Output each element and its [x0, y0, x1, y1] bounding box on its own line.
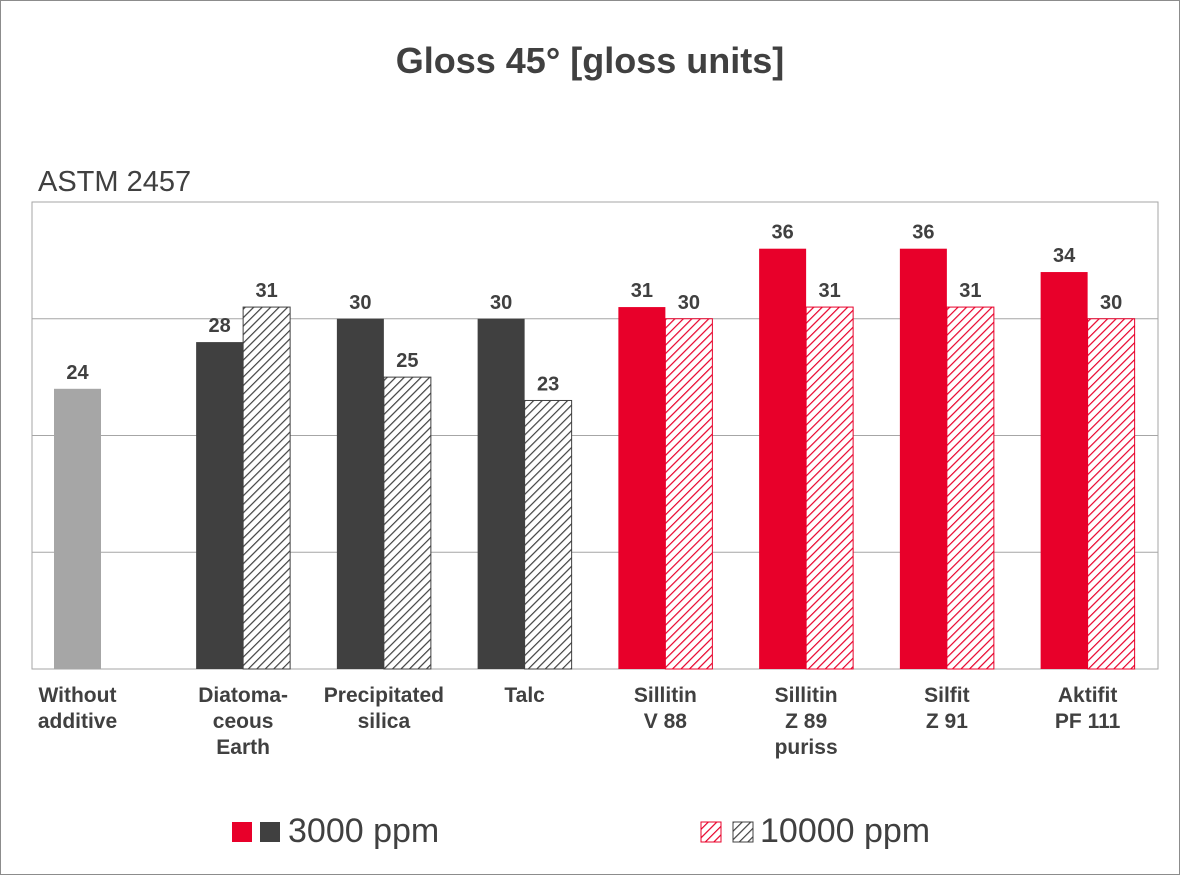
category-label-line: Without: [38, 684, 117, 707]
category-label: Without additive: [3, 683, 153, 735]
chart-subtitle: ASTM 2457: [38, 166, 192, 198]
category-label: Sillitin V 88: [590, 683, 740, 735]
bar-3000ppm: [336, 318, 384, 669]
data-label: 24: [66, 362, 89, 384]
category-label-line: silica: [357, 710, 411, 733]
data-label: 34: [1053, 245, 1076, 267]
category-label-line: Aktifit: [1057, 684, 1118, 707]
data-label: 30: [349, 292, 371, 314]
data-label: 36: [772, 222, 794, 244]
data-label: 30: [1100, 292, 1122, 314]
bar-10000ppm: [524, 399, 573, 670]
data-label: 31: [819, 280, 841, 302]
data-label: 30: [490, 292, 512, 314]
category-label-line: Silfit: [924, 684, 970, 707]
chart-title: Gloss 45° [gloss units]: [395, 40, 785, 81]
legend-swatch-red-solid: [232, 821, 252, 842]
category-label-line: Earth: [216, 736, 270, 759]
bar-10000ppm: [242, 306, 291, 670]
data-label: 28: [209, 315, 231, 337]
category-label: Aktifit PF 111: [1013, 683, 1163, 735]
bar-3000ppm: [1040, 272, 1088, 669]
category-label: Diatoma-ceous Earth: [168, 683, 318, 761]
category-label-line: Precipitated: [323, 684, 444, 707]
legend-label-3000: 3000 ppm: [288, 812, 440, 850]
bar-3000ppm: [759, 248, 807, 669]
category-label-line: ceous: [212, 710, 274, 733]
category-label-line: Z 89: [785, 710, 828, 733]
category-label-line: Sillitin: [633, 684, 697, 707]
data-label: 25: [396, 350, 418, 372]
bars: [54, 248, 1136, 670]
bar-3000ppm: [618, 307, 666, 669]
bar-3000ppm: [899, 248, 947, 669]
legend-swatch-dark-solid: [260, 821, 280, 842]
data-label: 30: [678, 292, 700, 314]
legend-entry-10000: 10000 ppm: [700, 812, 930, 851]
category-label-line: Diatoma-: [198, 684, 289, 707]
value-labels: 24 28 31 30 25 30 23 31 30 36 31 36 31 34 30: [66, 222, 1122, 396]
category-label: Sillitin Z 89 puriss: [731, 683, 881, 761]
bar-10000ppm: [664, 318, 713, 670]
category-label-line: additive: [37, 710, 118, 733]
bar-3000ppm: [477, 318, 525, 669]
bar-10000ppm: [805, 306, 854, 670]
category-label-line: V 88: [643, 710, 687, 733]
legend-entry-3000: 3000 ppm: [232, 812, 439, 851]
category-label: Silfit Z 91: [872, 683, 1022, 735]
category-label: Talc: [450, 683, 600, 709]
category-label-line: Talc: [504, 684, 545, 707]
data-label: 31: [959, 280, 981, 302]
data-label: 31: [256, 280, 278, 302]
legend-swatch-hatched: [700, 821, 754, 842]
plot-area: [31, 201, 1159, 670]
category-label-line: Z 91: [925, 710, 968, 733]
legend-label-10000: 10000 ppm: [760, 812, 931, 850]
bar-3000ppm: [196, 342, 244, 669]
data-label: 36: [912, 222, 934, 244]
bar-10000ppm: [1087, 318, 1136, 670]
bar-10000ppm: [383, 376, 432, 670]
category-label-line: puriss: [774, 736, 838, 759]
category-label-line: PF 111: [1054, 710, 1121, 733]
bar-3000ppm: [54, 388, 101, 669]
category-label-line: Sillitin: [774, 684, 838, 707]
category-label: Precipitated silica: [309, 683, 459, 735]
data-label: 31: [631, 280, 653, 302]
data-label: 23: [537, 373, 559, 395]
bar-10000ppm: [946, 306, 995, 670]
